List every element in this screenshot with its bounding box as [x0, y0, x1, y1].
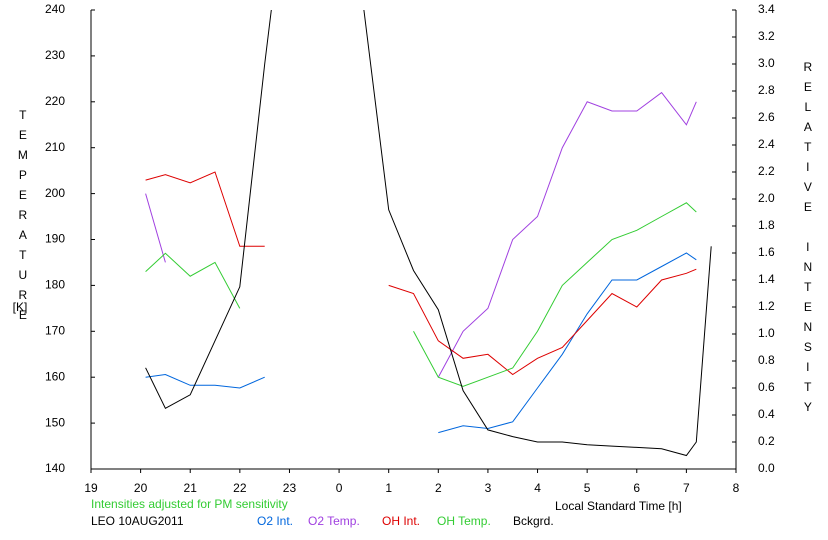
y2-axis-label: RELATIVE INTENSITY — [801, 60, 815, 420]
x-tick-label: 0 — [336, 481, 343, 495]
y2-tick-label: 0.8 — [758, 353, 775, 367]
y2-tick-label: 2.2 — [758, 164, 775, 178]
x-tick-label: 3 — [485, 481, 492, 495]
y2-tick-label: 0.6 — [758, 380, 775, 394]
y2-tick-label: 0.4 — [758, 407, 775, 421]
legend-entry: OH Int. — [382, 514, 420, 528]
station-label: LEO 10AUG2011 — [91, 514, 184, 528]
y2-tick-label: 3.0 — [758, 56, 775, 70]
y2-tick-label: 2.8 — [758, 83, 775, 97]
y-tick-label: 170 — [45, 323, 65, 337]
y-tick-label: 140 — [45, 461, 65, 475]
y-tick-label: 240 — [45, 2, 65, 16]
y-tick-label: 180 — [45, 278, 65, 292]
x-tick-label: 4 — [534, 481, 541, 495]
legend-entry: OH Temp. — [437, 514, 491, 528]
y2-tick-label: 2.4 — [758, 137, 775, 151]
y-tick-label: 230 — [45, 48, 65, 62]
y-tick-label: 150 — [45, 415, 65, 429]
y2-tick-label: 1.2 — [758, 299, 775, 313]
x-tick-label: 19 — [84, 481, 98, 495]
legend-entry: Bckgrd. — [513, 514, 554, 528]
y2-tick-label: 1.8 — [758, 218, 775, 232]
x-tick-label: 2 — [435, 481, 442, 495]
y2-tick-label: 0.0 — [758, 461, 775, 475]
y2-tick-label: 3.4 — [758, 2, 775, 16]
y2-tick-label: 0.2 — [758, 434, 775, 448]
y2-tick-label: 2.0 — [758, 191, 775, 205]
series-line — [145, 91, 697, 378]
series-line — [145, 202, 697, 387]
series-line — [145, 252, 697, 434]
y-axis-unit: [K] — [13, 300, 28, 314]
x-tick-label: 8 — [733, 481, 740, 495]
x-tick-label: 20 — [134, 481, 148, 495]
x-tick-label: 6 — [633, 481, 640, 495]
x-tick-label: 1 — [385, 481, 392, 495]
y-tick-label: 220 — [45, 94, 65, 108]
legend-entry: O2 Temp. — [308, 514, 360, 528]
y-axis-label: TEMPERATURE — [16, 108, 30, 328]
y2-tick-label: 1.6 — [758, 245, 775, 259]
x-tick-label: 22 — [233, 481, 247, 495]
y-tick-label: 200 — [45, 186, 65, 200]
x-tick-label: 23 — [283, 481, 297, 495]
x-axis-label: Local Standard Time [h] — [555, 499, 682, 513]
y-tick-label: 160 — [45, 369, 65, 383]
series-line — [145, 10, 712, 457]
y-tick-label: 190 — [45, 232, 65, 246]
x-tick-label: 7 — [683, 481, 690, 495]
x-tick-label: 21 — [184, 481, 198, 495]
y2-tick-label: 3.2 — [758, 29, 775, 43]
note: Intensities adjusted for PM sensitivity — [91, 497, 288, 511]
x-tick-label: 5 — [584, 481, 591, 495]
y-tick-label: 210 — [45, 140, 65, 154]
y2-tick-label: 1.0 — [758, 326, 775, 340]
y2-tick-label: 2.6 — [758, 110, 775, 124]
plot-area — [145, 10, 712, 457]
y2-tick-label: 1.4 — [758, 272, 775, 286]
legend-entry: O2 Int. — [257, 514, 293, 528]
